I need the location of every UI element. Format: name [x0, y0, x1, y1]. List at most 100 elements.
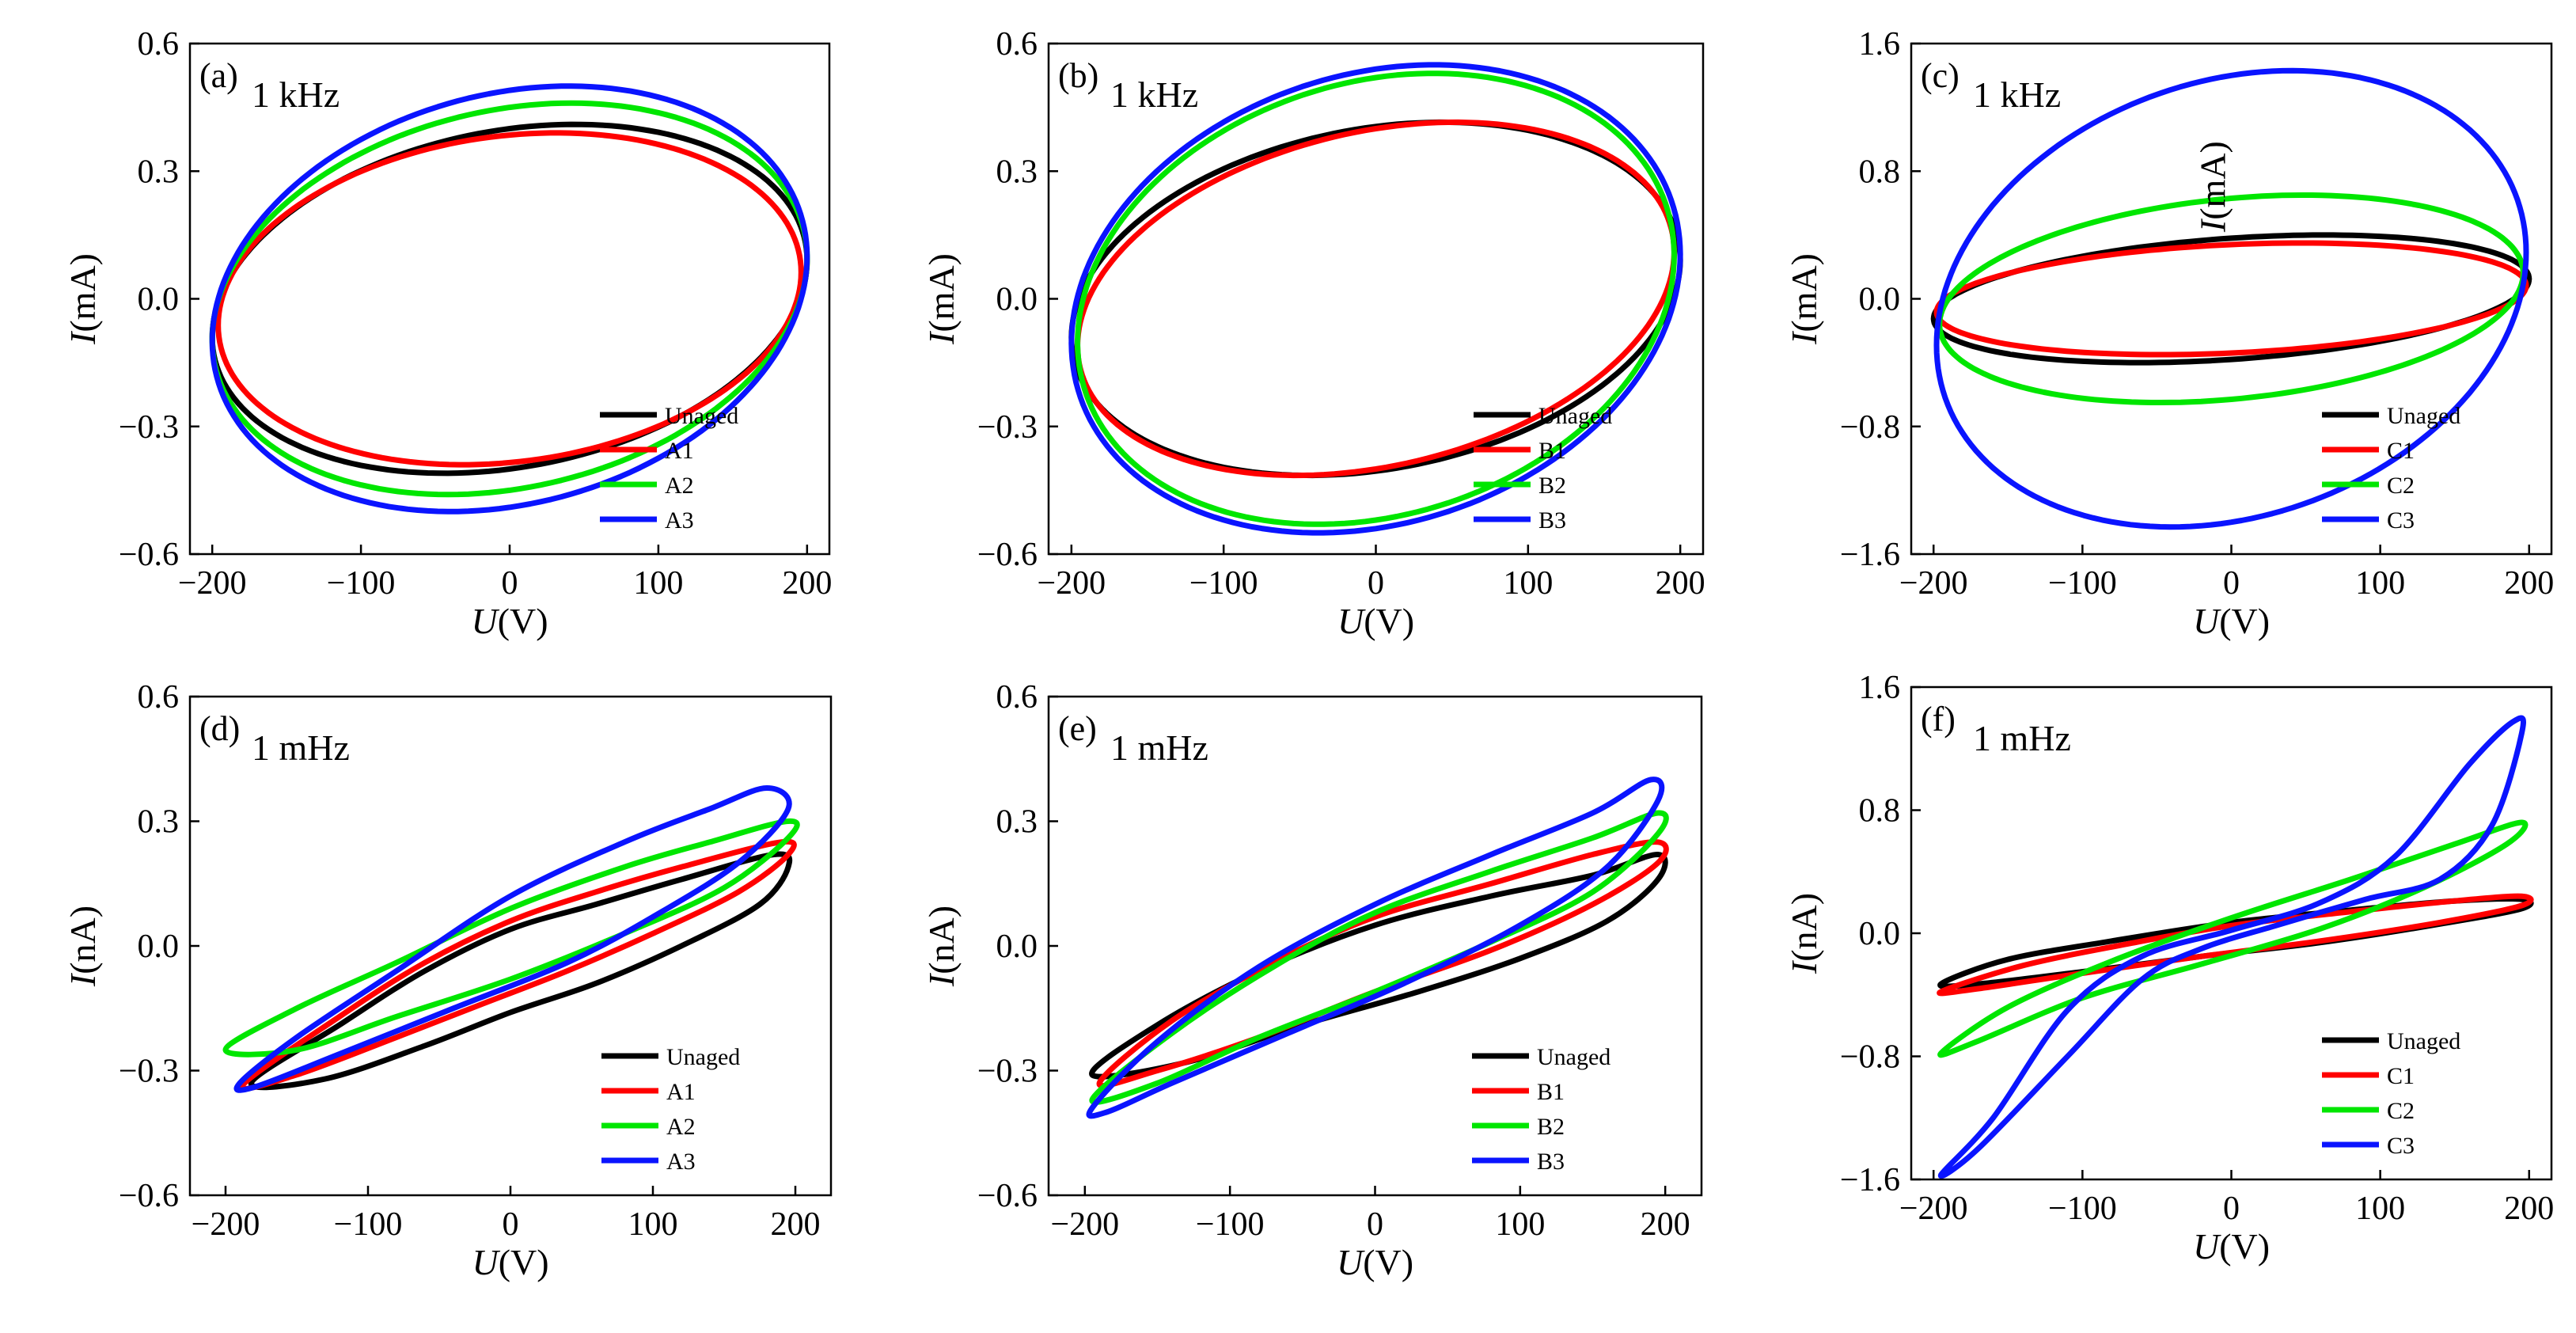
y-tick-label: 0.3: [996, 804, 1038, 841]
y-tick-label: −0.3: [977, 409, 1038, 446]
x-tick-label: 0: [2223, 565, 2240, 602]
legend-label: A2: [665, 473, 694, 499]
y-tick-label: −0.3: [977, 1054, 1038, 1090]
series-c3: [1933, 67, 2529, 530]
plot-area: [1068, 62, 1683, 536]
series-c1: [1933, 240, 2529, 358]
frequency-label: 1 kHz: [1110, 74, 1198, 115]
y-axis-title: I(nA): [921, 906, 962, 987]
x-axis-title: U(V): [1337, 1242, 1413, 1282]
frequency-label: 1 mHz: [1110, 727, 1208, 768]
y-tick-label: 0.0: [138, 282, 180, 318]
y-axis-title: I(nA): [63, 906, 103, 987]
x-tick-label: −100: [2048, 565, 2117, 602]
legend-label: C2: [2387, 473, 2415, 499]
y-axis-title: I(mA): [921, 253, 962, 345]
legend-label: A1: [665, 438, 694, 464]
y-tick-label: −0.6: [119, 1178, 179, 1214]
legend-label: B1: [1538, 438, 1566, 464]
frequency-label: 1 mHz: [252, 727, 350, 768]
x-tick-label: 100: [1503, 565, 1553, 602]
x-tick-label: 100: [2355, 565, 2405, 602]
legend-label: C2: [2387, 1098, 2415, 1124]
y-tick-label: 0.0: [138, 929, 180, 965]
x-tick-label: −100: [1189, 565, 1258, 602]
x-tick-label: 0: [502, 565, 518, 602]
x-axis-title: U(V): [472, 1242, 548, 1282]
x-tick-label: 100: [2355, 1191, 2405, 1227]
x-tick-label: −200: [192, 1206, 260, 1243]
plot-frame: [1910, 685, 2553, 1181]
panel-label: (d): [199, 709, 240, 748]
panel-label: (e): [1058, 709, 1097, 748]
frequency-label: 1 kHz: [1973, 74, 2061, 115]
y-tick-label: −0.8: [1840, 409, 1900, 446]
x-tick-label: 100: [1495, 1206, 1545, 1243]
legend-label: C1: [2387, 1063, 2415, 1089]
y-tick-label: 0.0: [1859, 916, 1901, 952]
y-tick-label: 0.6: [138, 679, 180, 716]
legend-label: B3: [1537, 1149, 1565, 1175]
y-tick-label: 0.3: [138, 804, 180, 841]
y-tick-label: 1.6: [1859, 670, 1901, 706]
series-b3: [1068, 62, 1683, 536]
y-axis-title: I(mA): [1784, 253, 1824, 345]
plot-area: [209, 83, 810, 515]
plot-frame: [188, 695, 833, 1197]
x-tick-label: 100: [628, 1206, 678, 1243]
series-b2: [1075, 70, 1677, 527]
legend-label: Unaged: [666, 1044, 740, 1070]
legend-label: Unaged: [1538, 403, 1612, 429]
series-a2: [209, 100, 810, 498]
x-axis-title: U(V): [471, 601, 548, 641]
y-tick-label: −0.6: [977, 1178, 1038, 1214]
x-tick-label: −100: [334, 1206, 403, 1243]
panel-label: (c): [1921, 56, 1960, 95]
legend-label: B3: [1538, 507, 1566, 534]
x-tick-label: −100: [2048, 1191, 2117, 1227]
inner-label: I(mA): [2192, 141, 2233, 233]
chart-panel-2: −200 −100 0 100 200 0.6 0.3 0.0 −0.3 −0.6 U(V) I(mA…: [921, 26, 1705, 641]
series-a3: [209, 83, 810, 515]
x-axis-title: U(V): [2193, 1226, 2270, 1267]
legend-label: A2: [666, 1114, 696, 1140]
plot-frame: [188, 42, 831, 556]
y-tick-label: −1.6: [1840, 537, 1900, 573]
y-tick-label: −0.6: [119, 537, 179, 573]
chart-panel-3: −200 −100 0 100 200 1.6 0.8 0.0 −0.8 −1.6 U(V) I(mA…: [1784, 26, 2554, 641]
x-tick-label: 200: [1656, 565, 1705, 602]
chart-panel-6: −200 −100 0 100 200 1.6 0.8 0.0 −0.8 −1.6 U(V) I(nA…: [1784, 670, 2554, 1267]
legend-label: A3: [665, 507, 694, 534]
legend-label: B2: [1538, 473, 1566, 499]
series-a3: [233, 785, 792, 1093]
x-tick-label: 100: [633, 565, 683, 602]
x-tick-label: 200: [782, 565, 832, 602]
x-tick-label: −100: [327, 565, 396, 602]
series-c3: [1938, 715, 2526, 1179]
legend-label: Unaged: [2387, 1028, 2460, 1054]
panel-label: (f): [1921, 700, 1956, 739]
x-tick-label: 200: [771, 1206, 821, 1243]
y-tick-label: 0.6: [996, 26, 1038, 63]
legend-label: A1: [666, 1079, 696, 1105]
x-tick-label: −200: [178, 565, 247, 602]
series-b2: [1089, 810, 1669, 1105]
chart-panel-1: −200 −100 0 100 200 0.6 0.3 0.0 −0.3 −0.6 U(V) I(mA…: [63, 26, 832, 641]
series-unaged: [1937, 895, 2534, 989]
y-tick-label: −0.3: [119, 1054, 179, 1090]
frequency-label: 1 kHz: [252, 74, 340, 115]
x-tick-label: 200: [2504, 1191, 2554, 1227]
series-unaged: [248, 851, 793, 1091]
y-tick-label: 0.0: [996, 929, 1038, 965]
chart-panel-5: −200 −100 0 100 200 0.6 0.3 0.0 −0.3 −0.6 U(V) I(nA…: [921, 679, 1703, 1282]
y-tick-label: 0.0: [1859, 282, 1901, 318]
y-tick-label: −0.8: [1840, 1039, 1900, 1076]
x-tick-label: −200: [1038, 565, 1106, 602]
y-tick-label: −1.6: [1840, 1162, 1900, 1198]
legend-label: Unaged: [665, 403, 738, 429]
y-tick-label: 0.8: [1859, 154, 1901, 190]
x-tick-label: 0: [1368, 565, 1384, 602]
x-tick-label: −200: [1050, 1206, 1119, 1243]
y-tick-label: 1.6: [1859, 26, 1901, 63]
y-tick-label: 0.3: [996, 154, 1038, 190]
